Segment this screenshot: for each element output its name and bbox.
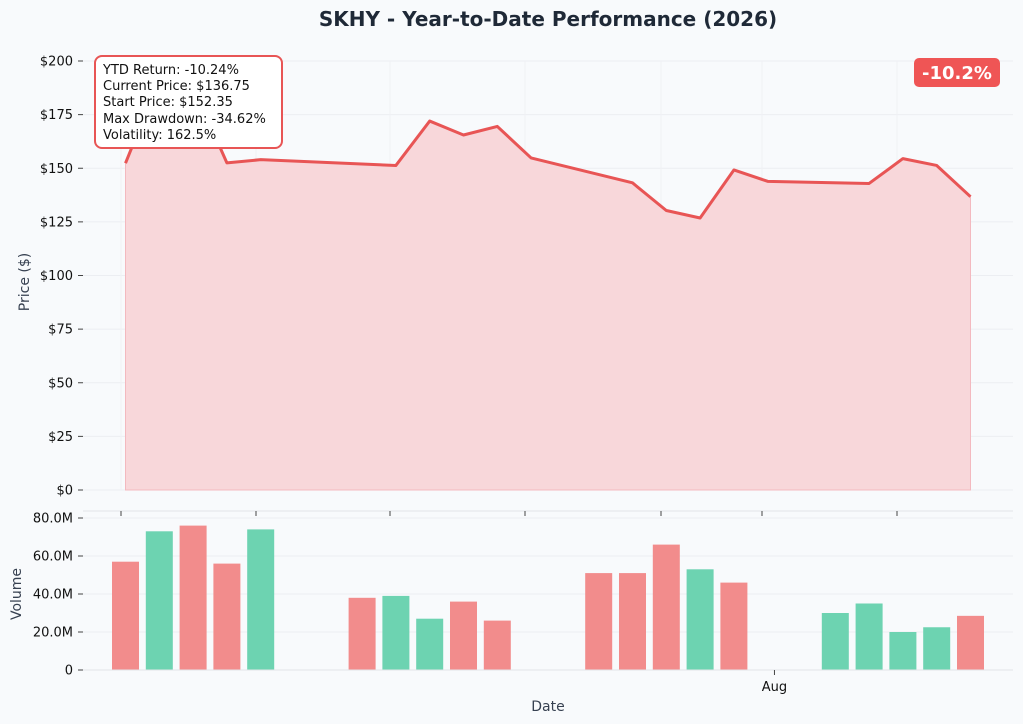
volume-y-tick-label: 60.0M — [33, 550, 73, 565]
volume-bar — [112, 561, 139, 670]
volume-y-axis: 0 20.0M 40.0M 60.0M 80.0M — [33, 512, 83, 679]
return-badge: -10.2% — [914, 58, 1000, 87]
volume-panel: 0 20.0M 40.0M 60.0M 80.0M Aug Volume Date — [9, 512, 1013, 715]
volume-y-tick-label: 20.0M — [33, 626, 73, 641]
stat-max-drawdown: Max Drawdown: -34.62% — [103, 112, 266, 127]
price-y-tick-label: $200 — [40, 55, 73, 70]
price-y-tick-label: $25 — [48, 430, 73, 445]
stat-start-price: Start Price: $152.35 — [103, 95, 233, 110]
volume-bar — [720, 582, 748, 670]
volume-bar — [889, 632, 917, 670]
volume-bar — [923, 627, 951, 670]
stat-ytd-return: YTD Return: -10.24% — [102, 63, 239, 78]
volume-bar — [179, 525, 207, 670]
volume-bar — [686, 569, 714, 670]
volume-bar — [145, 531, 173, 670]
volume-y-tick-label: 0 — [65, 664, 73, 679]
volume-bar — [450, 601, 477, 670]
price-y-tick-label: $100 — [40, 269, 73, 284]
volume-x-tick-label: Aug — [762, 680, 787, 695]
volume-bar — [957, 615, 984, 670]
volume-bar — [855, 603, 883, 670]
volume-bar — [213, 563, 241, 670]
price-x-ticks — [120, 511, 898, 516]
price-panel: $0 $25 $50 $75 $100 $125 $150 $175 $200 Price ($… — [17, 55, 1013, 516]
volume-bar — [382, 595, 410, 670]
return-badge-text: -10.2% — [922, 63, 992, 84]
price-y-tick-label: $75 — [48, 323, 73, 338]
price-line — [124, 77, 972, 220]
volume-bar — [585, 573, 613, 670]
volume-bar — [821, 613, 849, 670]
price-y-tick-label: $0 — [56, 484, 73, 499]
volume-bar — [619, 573, 646, 670]
volume-bar — [483, 620, 511, 670]
volume-x-axis-label: Date — [531, 699, 564, 715]
volume-bar — [652, 544, 680, 670]
volume-x-ticks: Aug — [762, 670, 787, 695]
volume-bar — [348, 597, 376, 670]
price-y-axis: $0 $25 $50 $75 $100 $125 $150 $175 $200 — [40, 55, 83, 499]
volume-y-axis-label: Volume — [9, 568, 25, 620]
chart-title: SKHY - Year-to-Date Performance (2026) — [319, 7, 777, 31]
price-y-tick-label: $150 — [40, 162, 73, 177]
price-y-axis-label: Price ($) — [17, 253, 33, 311]
price-y-tick-label: $50 — [48, 376, 73, 391]
volume-bars — [112, 525, 984, 670]
stat-current-price: Current Price: $136.75 — [103, 79, 250, 94]
volume-y-tick-label: 40.0M — [33, 588, 73, 603]
volume-bar — [247, 529, 275, 670]
volume-bar — [416, 618, 444, 670]
price-y-tick-label: $125 — [40, 215, 73, 230]
price-y-tick-label: $175 — [40, 108, 73, 123]
stats-box: YTD Return: -10.24% Current Price: $136.… — [94, 55, 283, 149]
volume-y-tick-label: 80.0M — [33, 512, 73, 527]
stat-volatility: Volatility: 162.5% — [103, 128, 216, 143]
